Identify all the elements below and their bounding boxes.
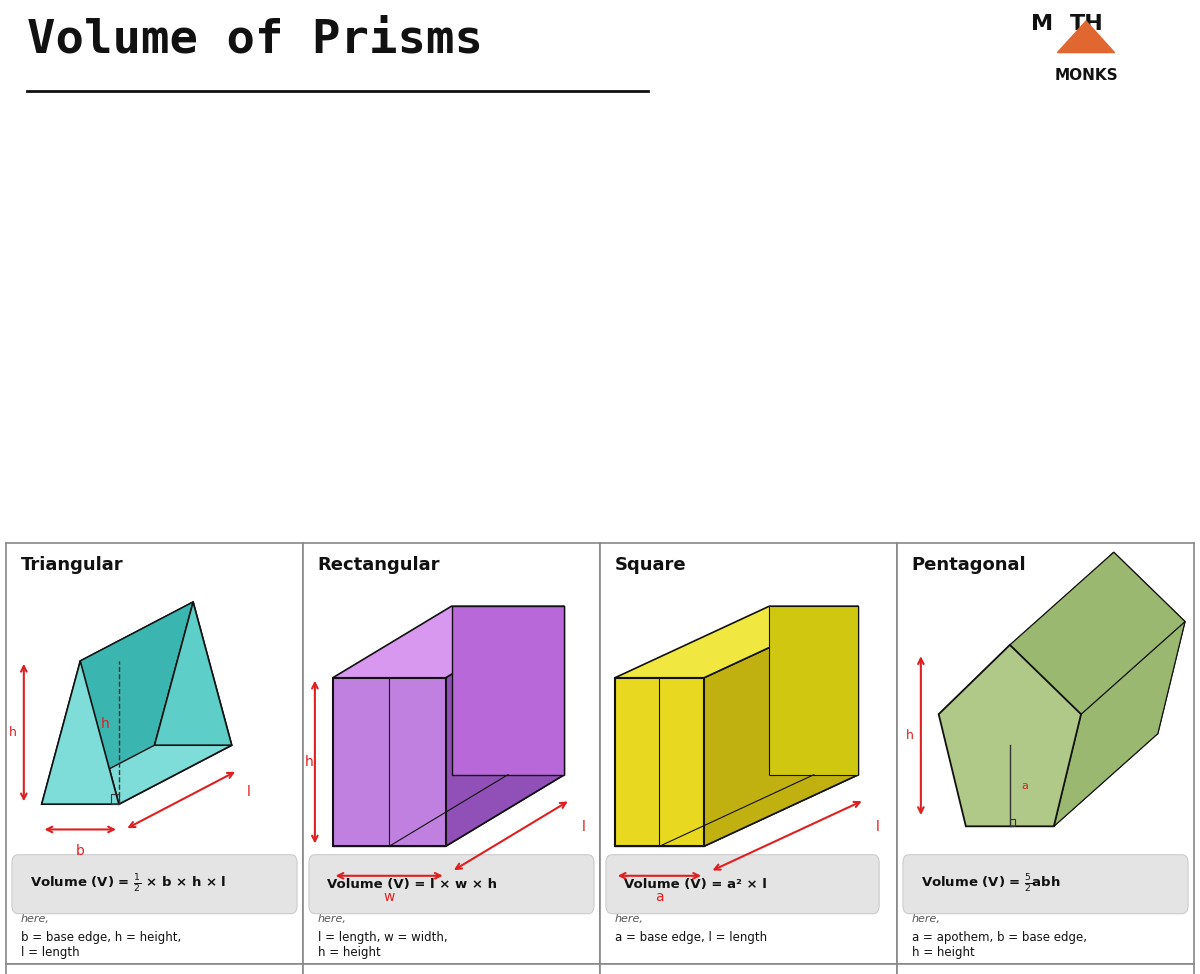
Text: here,: here, bbox=[318, 914, 347, 923]
Polygon shape bbox=[445, 606, 564, 846]
Text: Volume (V) = l × w × h: Volume (V) = l × w × h bbox=[326, 878, 497, 890]
Polygon shape bbox=[938, 552, 1114, 714]
Text: l: l bbox=[876, 820, 880, 835]
Text: a: a bbox=[655, 890, 664, 904]
Polygon shape bbox=[769, 606, 858, 774]
Polygon shape bbox=[332, 774, 564, 846]
Polygon shape bbox=[1010, 552, 1184, 714]
Text: b: b bbox=[76, 843, 85, 857]
Polygon shape bbox=[42, 602, 193, 805]
Text: l: l bbox=[246, 784, 251, 799]
Polygon shape bbox=[1057, 21, 1115, 53]
Text: Volume of Prisms: Volume of Prisms bbox=[28, 18, 482, 62]
Polygon shape bbox=[155, 602, 232, 745]
Text: here,: here, bbox=[912, 914, 941, 923]
Text: l: l bbox=[582, 820, 586, 835]
Text: h: h bbox=[101, 717, 109, 731]
Polygon shape bbox=[614, 774, 858, 846]
Polygon shape bbox=[332, 678, 445, 846]
Text: Rectangular: Rectangular bbox=[318, 555, 440, 574]
Polygon shape bbox=[42, 745, 232, 805]
FancyBboxPatch shape bbox=[902, 855, 1188, 914]
FancyBboxPatch shape bbox=[12, 855, 298, 914]
Polygon shape bbox=[1043, 552, 1184, 733]
Text: Volume (V) = $\frac{5}{2}$abh: Volume (V) = $\frac{5}{2}$abh bbox=[920, 873, 1061, 895]
Polygon shape bbox=[614, 606, 858, 678]
Text: Triangular: Triangular bbox=[20, 555, 124, 574]
Polygon shape bbox=[80, 602, 232, 805]
Text: a: a bbox=[1021, 781, 1028, 791]
Polygon shape bbox=[704, 606, 858, 846]
Text: a = base edge, l = length: a = base edge, l = length bbox=[614, 930, 767, 944]
Polygon shape bbox=[938, 645, 1081, 826]
Text: Volume (V) = a² × l: Volume (V) = a² × l bbox=[624, 878, 767, 890]
Text: Volume (V) = $\frac{1}{2}$ × b × h × l: Volume (V) = $\frac{1}{2}$ × b × h × l bbox=[30, 873, 226, 895]
Text: l = length, w = width,
h = height: l = length, w = width, h = height bbox=[318, 930, 448, 958]
Text: w: w bbox=[384, 890, 395, 904]
Text: h: h bbox=[8, 726, 17, 739]
Text: TH: TH bbox=[1069, 14, 1104, 34]
Text: MONKS: MONKS bbox=[1054, 68, 1118, 83]
Text: a = apothem, b = base edge,
h = height: a = apothem, b = base edge, h = height bbox=[912, 930, 1087, 958]
Text: here,: here, bbox=[614, 914, 643, 923]
Text: h: h bbox=[305, 755, 313, 769]
Polygon shape bbox=[42, 661, 119, 805]
Text: M: M bbox=[1031, 14, 1054, 34]
Text: b = base edge, h = height,
l = length: b = base edge, h = height, l = length bbox=[20, 930, 181, 958]
Polygon shape bbox=[332, 606, 564, 678]
Text: here,: here, bbox=[20, 914, 49, 923]
Text: h: h bbox=[906, 730, 914, 742]
Polygon shape bbox=[966, 733, 1158, 826]
Polygon shape bbox=[451, 606, 564, 774]
Text: Pentagonal: Pentagonal bbox=[912, 555, 1026, 574]
Polygon shape bbox=[614, 678, 704, 846]
Polygon shape bbox=[1054, 621, 1184, 826]
FancyBboxPatch shape bbox=[308, 855, 594, 914]
FancyBboxPatch shape bbox=[606, 855, 880, 914]
Text: Square: Square bbox=[614, 555, 686, 574]
